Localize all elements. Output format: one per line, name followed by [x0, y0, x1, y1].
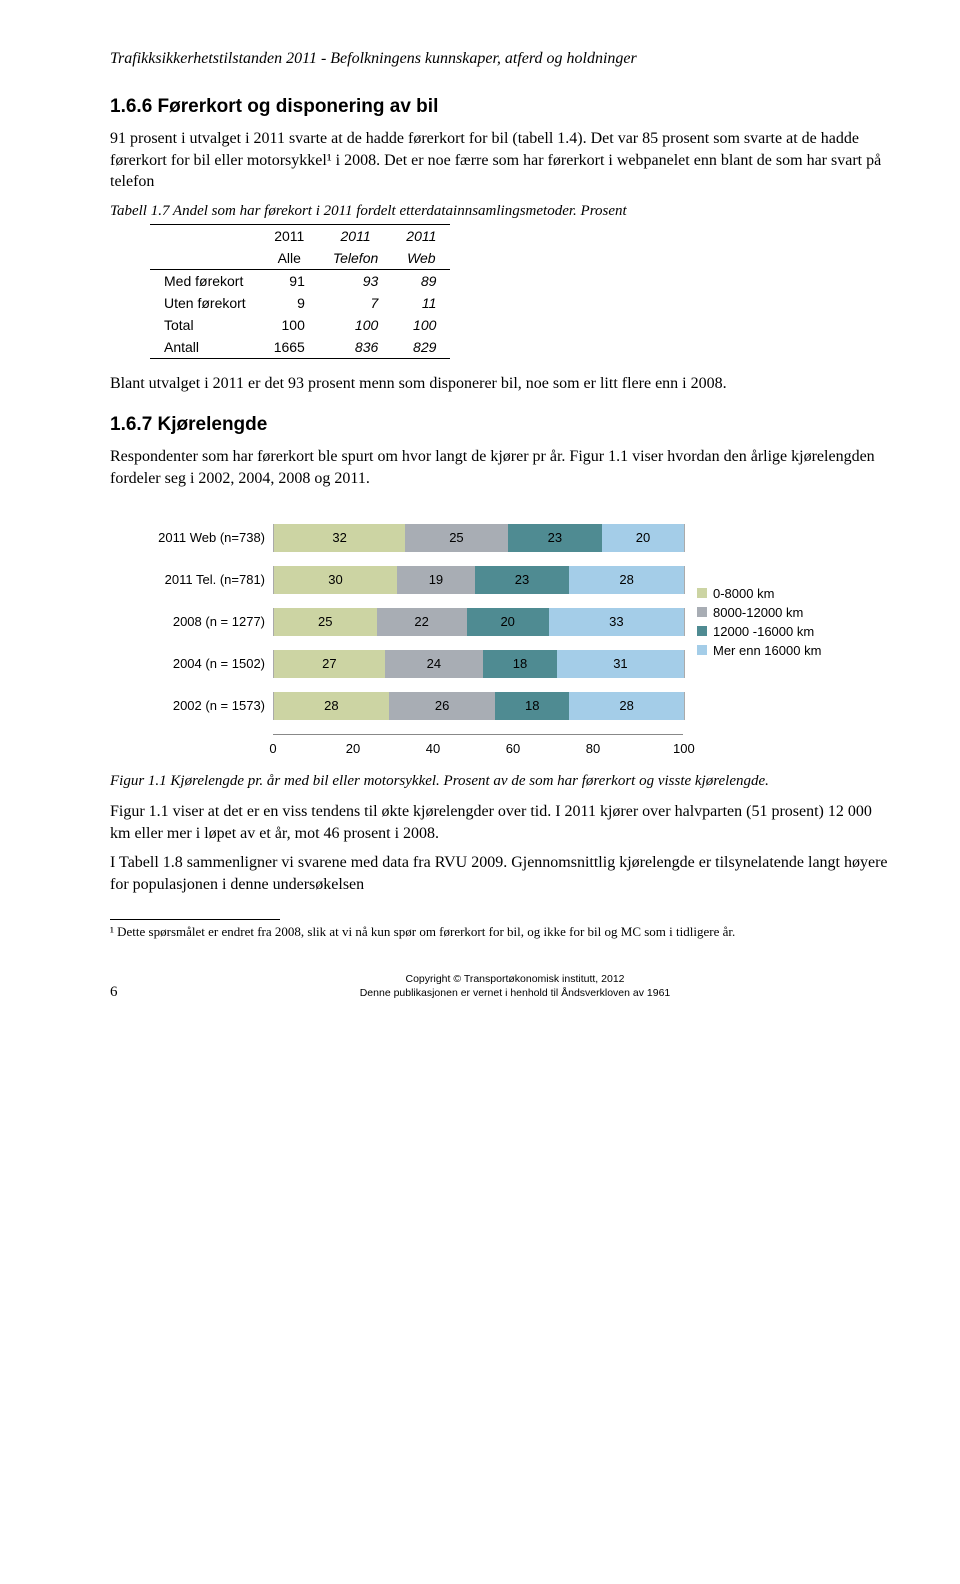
footnote-rule [110, 919, 280, 920]
legend-swatch [697, 588, 707, 598]
chart-bar-segment: 28 [569, 692, 684, 720]
legend-item: Mer enn 16000 km [697, 643, 821, 658]
chart-x-tick: 60 [503, 741, 523, 756]
table-cell: 9 [260, 292, 319, 314]
chart-row-label: 2004 (n = 1502) [110, 656, 273, 671]
kjorelengde-chart: 2011 Web (n=738)322523202011 Tel. (n=781… [110, 510, 890, 756]
chart-bar: 30192328 [273, 566, 685, 594]
table-cell: Med førekort [150, 269, 260, 292]
chart-bar-segment: 23 [508, 524, 602, 552]
section-heading-1-6-7: 1.6.7 Kjørelengde [110, 414, 890, 436]
footer-license: Denne publikasjonen er vernet i henhold … [140, 987, 890, 1001]
chart-x-tick: 20 [343, 741, 363, 756]
legend-swatch [697, 607, 707, 617]
legend-item: 12000 -16000 km [697, 624, 821, 639]
chart-x-tick: 80 [583, 741, 603, 756]
chart-legend: 0-8000 km 8000-12000 km 12000 -16000 km Mer… [697, 582, 821, 662]
chart-bar: 32252320 [273, 524, 685, 552]
legend-label: 0-8000 km [713, 586, 774, 601]
legend-swatch [697, 626, 707, 636]
table-1-7: 2011 2011 2011 Alle Telefon Web Med føre… [150, 224, 450, 359]
chart-bar-segment: 32 [274, 524, 405, 552]
chart-bar-segment: 18 [483, 650, 557, 678]
table-cell: 829 [392, 336, 450, 359]
chart-bar-segment: 19 [397, 566, 475, 594]
chart-x-tick: 0 [263, 741, 283, 756]
chart-bar-segment: 25 [274, 608, 377, 636]
table-cell: 89 [392, 269, 450, 292]
para-after-fig-1: Figur 1.1 viser at det er en viss tenden… [110, 801, 890, 844]
table-cell: 91 [260, 269, 319, 292]
table-cell: 7 [319, 292, 392, 314]
chart-row-label: 2008 (n = 1277) [110, 614, 273, 629]
table-head-c2b: Telefon [319, 247, 392, 270]
chart-bar-segment: 28 [569, 566, 684, 594]
chart-bar-segment: 31 [557, 650, 684, 678]
legend-item: 8000-12000 km [697, 605, 821, 620]
chart-bar-segment: 25 [405, 524, 508, 552]
table-head-c3b: Web [392, 247, 450, 270]
legend-label: 8000-12000 km [713, 605, 803, 620]
table-cell: 11 [392, 292, 450, 314]
section-heading-1-6-6: 1.6.6 Førerkort og disponering av bil [110, 96, 890, 118]
chart-bar: 25222033 [273, 608, 685, 636]
section1-para2: Blant utvalget i 2011 er det 93 prosent … [110, 373, 890, 395]
chart-bar-segment: 28 [274, 692, 389, 720]
table-1-7-caption: Tabell 1.7 Andel som har førekort i 2011… [110, 203, 890, 220]
chart-bar-segment: 20 [467, 608, 549, 636]
chart-bar-segment: 33 [549, 608, 684, 636]
table-head-c1a: 2011 [260, 224, 319, 247]
chart-bar-segment: 27 [274, 650, 385, 678]
page-header-title: Trafikksikkerhetstilstanden 2011 - Befol… [110, 50, 890, 68]
section2-para1: Respondenter som har førerkort ble spurt… [110, 446, 890, 489]
section1-para1: 91 prosent i utvalget i 2011 svarte at d… [110, 128, 890, 193]
table-head-blank [150, 224, 260, 247]
chart-row-label: 2011 Web (n=738) [110, 530, 273, 545]
table-cell: 1665 [260, 336, 319, 359]
chart-bar: 28261828 [273, 692, 685, 720]
chart-row-label: 2011 Tel. (n=781) [110, 572, 273, 587]
chart-bar-segment: 18 [495, 692, 569, 720]
table-head-c3a: 2011 [392, 224, 450, 247]
table-cell: Total [150, 314, 260, 336]
chart-x-tick: 40 [423, 741, 443, 756]
legend-label: Mer enn 16000 km [713, 643, 821, 658]
chart-bar-segment: 30 [274, 566, 397, 594]
table-cell: 100 [319, 314, 392, 336]
table-cell: 100 [392, 314, 450, 336]
chart-x-tick: 100 [673, 741, 693, 756]
legend-label: 12000 -16000 km [713, 624, 814, 639]
table-cell: 836 [319, 336, 392, 359]
chart-bar-segment: 22 [377, 608, 467, 636]
legend-item: 0-8000 km [697, 586, 821, 601]
page-footer: 6 Copyright © Transportøkonomisk institu… [110, 973, 890, 1000]
table-head-c2a: 2011 [319, 224, 392, 247]
chart-x-ticks: 020406080100 [273, 741, 683, 756]
chart-bar-segment: 26 [389, 692, 496, 720]
page-number: 6 [110, 984, 140, 1001]
para-after-fig-2: I Tabell 1.8 sammenligner vi svarene med… [110, 852, 890, 895]
table-cell: Uten førekort [150, 292, 260, 314]
chart-x-axis [273, 734, 683, 735]
table-cell: 93 [319, 269, 392, 292]
table-cell: 100 [260, 314, 319, 336]
footer-copyright: Copyright © Transportøkonomisk institutt… [140, 973, 890, 987]
figure-1-1-caption: Figur 1.1 Kjørelengde pr. år med bil ell… [110, 772, 890, 792]
table-head-blank2 [150, 247, 260, 270]
footnote-1: ¹ Dette spørsmålet er endret fra 2008, s… [110, 924, 890, 941]
chart-bar-segment: 24 [385, 650, 483, 678]
chart-row-label: 2002 (n = 1573) [110, 698, 273, 713]
chart-bar: 27241831 [273, 650, 685, 678]
table-head-c1b: Alle [260, 247, 319, 270]
chart-bar-segment: 23 [475, 566, 569, 594]
legend-swatch [697, 645, 707, 655]
table-cell: Antall [150, 336, 260, 359]
chart-bar-segment: 20 [602, 524, 684, 552]
